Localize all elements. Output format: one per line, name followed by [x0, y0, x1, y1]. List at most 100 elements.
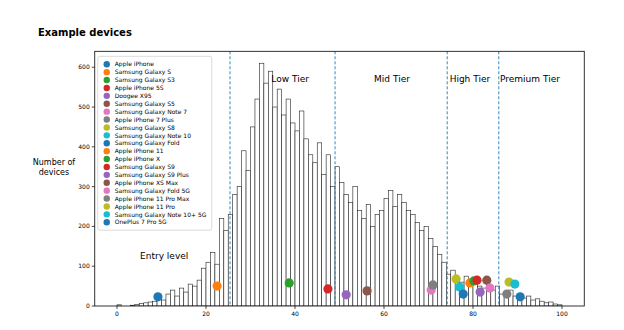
histogram-bar [393, 207, 397, 306]
legend-label: Samsung Galaxy S [115, 68, 171, 76]
histogram-bar [384, 199, 388, 306]
legend-label: Apple iPhone XS Max [115, 179, 179, 187]
device-point [451, 274, 460, 283]
histogram-bar [197, 280, 201, 306]
legend-marker [104, 203, 110, 209]
histogram-bar [233, 195, 237, 306]
histogram-bar [491, 290, 495, 306]
histogram-bar [348, 203, 352, 306]
y-tick [92, 266, 95, 267]
histogram-bar [326, 155, 330, 306]
legend-marker [104, 156, 110, 162]
histogram-bar [540, 301, 544, 306]
histogram-bar [295, 131, 299, 306]
legend-marker [104, 101, 110, 107]
histogram-bar [242, 151, 246, 306]
annotation: Entry level [140, 251, 188, 261]
legend-label: Samsung Galaxy S9 Plus [115, 171, 189, 179]
histogram-bar [380, 210, 384, 306]
histogram-bar [371, 226, 375, 306]
histogram-bar [166, 294, 170, 306]
title: Example devices [38, 27, 132, 38]
device-point [153, 292, 162, 301]
histogram-bar [429, 238, 433, 306]
histogram-bar [277, 89, 281, 306]
histogram-bar [162, 300, 166, 306]
histogram-bar [273, 107, 277, 306]
tier-boundary [447, 51, 448, 306]
y-axis-label: Number of devices [28, 158, 80, 178]
histogram-bar [188, 284, 192, 306]
chart: Example devices0204060801000100200300400… [0, 0, 624, 330]
device-point [428, 280, 437, 289]
histogram-bar [264, 83, 268, 306]
legend-label: Apple iPhone [115, 60, 155, 68]
y-tick-label: 600 [78, 63, 90, 70]
legend-label: Samsung Galaxy S9 [115, 163, 175, 171]
histogram-bar [184, 292, 188, 306]
legend-label: Samsung Galaxy Note 10+ 5G [115, 211, 207, 219]
y-tick-label: 0 [86, 302, 90, 309]
histogram-bar [357, 210, 361, 306]
legend-label: Samsung Galaxy S3 [115, 76, 175, 84]
histogram-bar [308, 155, 312, 306]
device-point [510, 280, 519, 289]
legend-marker [104, 148, 110, 154]
legend-marker [104, 77, 110, 83]
device-point [342, 290, 351, 299]
histogram-bar [531, 300, 535, 306]
tier-boundary [498, 51, 499, 306]
histogram-bar [442, 262, 446, 306]
y-tick-label: 500 [78, 103, 90, 110]
histogram-bar [206, 262, 210, 306]
legend-marker [104, 219, 110, 225]
device-point [516, 292, 525, 301]
device-point [472, 276, 481, 285]
histogram-bar [397, 195, 401, 306]
histogram-bar [193, 286, 197, 306]
legend-marker [104, 61, 110, 67]
annotation: Mid Tier [374, 74, 410, 84]
legend-label: Samsung Galaxy S5 [115, 100, 175, 108]
x-tick-label: 0 [115, 310, 119, 317]
histogram-bar [535, 299, 539, 306]
histogram-bar [411, 214, 415, 306]
tier-boundary [230, 51, 231, 306]
histogram-bar [424, 226, 428, 306]
legend-marker [104, 140, 110, 146]
histogram-bar [335, 167, 339, 306]
plot-frame [95, 51, 585, 306]
histogram-bar [420, 230, 424, 306]
histogram-bar [299, 111, 303, 306]
legend-label: Samsung Galaxy Note 7 [115, 108, 188, 116]
legend-marker [104, 132, 110, 138]
histogram-bar [415, 222, 419, 306]
device-point [285, 278, 294, 287]
legend-marker [104, 211, 110, 217]
histogram-bar [353, 187, 357, 306]
x-tick [295, 306, 296, 309]
legend-marker [104, 69, 110, 75]
histogram-bar [153, 301, 157, 306]
histogram-bar [291, 123, 295, 306]
legend-marker [104, 164, 110, 170]
histogram-bar [237, 187, 241, 306]
legend-marker [104, 180, 110, 186]
legend-label: Apple iPhone 5S [115, 84, 164, 92]
y-tick [92, 146, 95, 147]
legend-marker [104, 124, 110, 130]
histogram-bar [251, 127, 255, 306]
annotation: High Tier [450, 74, 491, 84]
annotation: Low Tier [271, 74, 309, 84]
y-tick [92, 226, 95, 227]
legend-marker [104, 116, 110, 122]
legend-label: Apple iPhone X [115, 155, 160, 163]
legend-marker [104, 195, 110, 201]
device-point [323, 284, 332, 293]
legend-label: Samsung Galaxy Fold [115, 139, 180, 147]
y-tick [92, 306, 95, 307]
y-tick [92, 186, 95, 187]
histogram-bar [549, 302, 553, 306]
x-tick [384, 306, 385, 309]
legend-label: Apple iPhone 11 Pro Max [115, 195, 190, 203]
